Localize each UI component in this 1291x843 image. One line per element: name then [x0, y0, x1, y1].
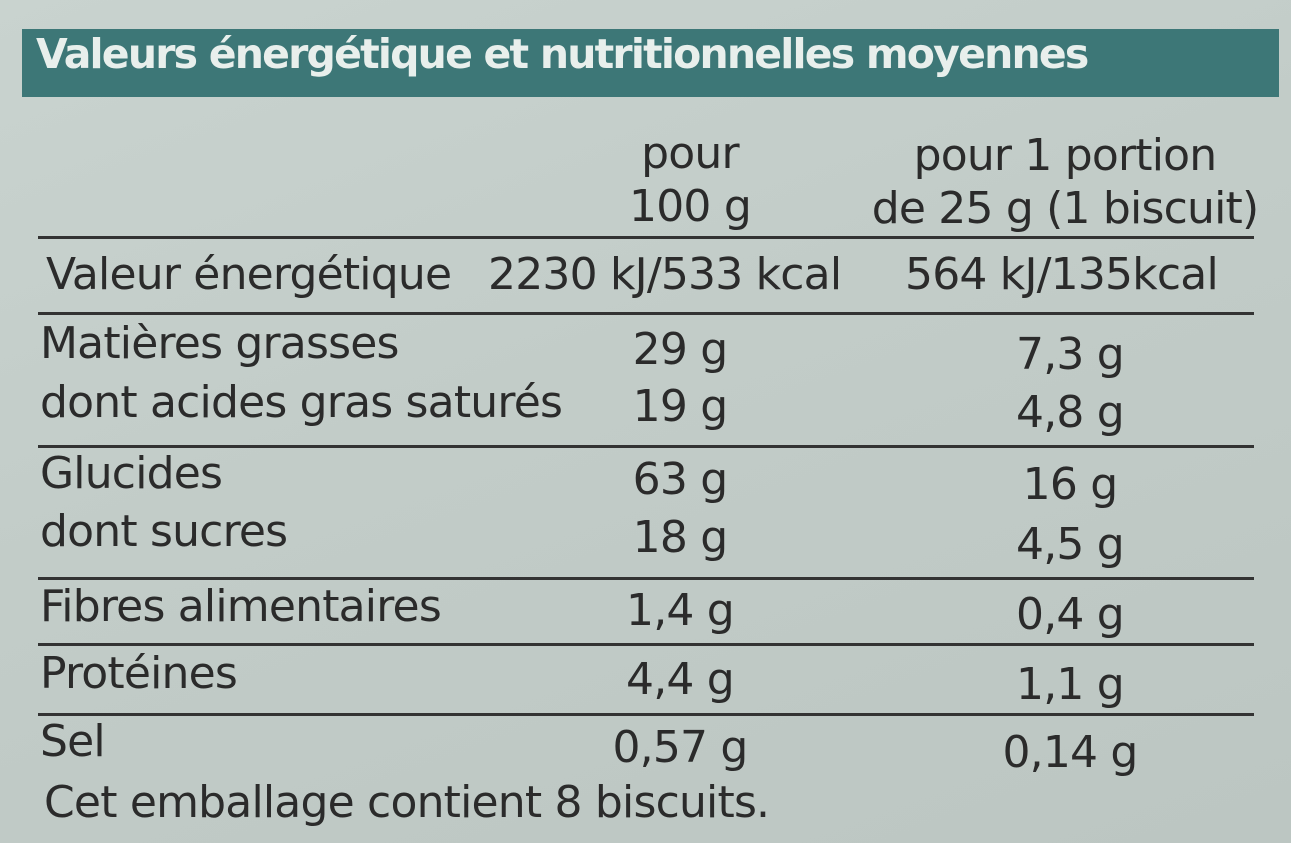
row-per100-protein: 4,4 g	[626, 654, 735, 705]
row-label-energy: Valeur énergétique	[46, 249, 452, 300]
row-per100-fat: 29 g	[632, 324, 729, 375]
row-per100-saturated: 19 g	[632, 381, 729, 432]
row-portion-sugars: 4,5 g	[1016, 519, 1125, 570]
row-label-saturated: dont acides gras saturés	[40, 377, 563, 428]
row-portion-fibre: 0,4 g	[1016, 589, 1125, 640]
divider	[38, 236, 1254, 239]
row-per100-carbs: 63 g	[632, 454, 729, 505]
row-label-fibre: Fibres alimentaires	[40, 581, 442, 632]
header-per-portion-line1: pour 1 portion	[913, 130, 1218, 181]
row-portion-protein: 1,1 g	[1016, 659, 1125, 710]
row-portion-energy: 564 kJ/135kcal	[905, 249, 1219, 300]
row-label-salt: Sel	[40, 716, 106, 767]
divider	[38, 713, 1254, 716]
divider	[38, 445, 1254, 448]
row-portion-carbs: 16 g	[1022, 459, 1119, 510]
divider	[38, 577, 1254, 580]
row-per100-salt: 0,57 g	[612, 722, 748, 773]
row-per100-energy: 2230 kJ/533 kcal	[488, 249, 842, 300]
row-per100-fibre: 1,4 g	[626, 585, 735, 636]
header-per-portion-line2: de 25 g (1 biscuit)	[871, 182, 1259, 234]
package-note: Cet emballage contient 8 biscuits.	[44, 777, 770, 828]
table-title: Valeurs énergétique et nutritionnelles m…	[36, 30, 1089, 78]
divider	[38, 312, 1254, 315]
row-portion-saturated: 4,8 g	[1016, 387, 1125, 438]
row-label-carbs: Glucides	[40, 448, 223, 499]
header-per-100g-line1: pour	[641, 128, 739, 179]
row-label-protein: Protéines	[40, 648, 238, 699]
row-label-fat: Matières grasses	[40, 318, 399, 369]
title-banner	[22, 29, 1279, 97]
header-per-100g-line2: 100 g	[629, 180, 752, 232]
header-per-portion: pour 1 portion de 25 g (1 biscuit)	[860, 130, 1270, 236]
divider	[38, 643, 1254, 646]
row-per100-sugars: 18 g	[632, 512, 729, 563]
row-portion-fat: 7,3 g	[1016, 329, 1125, 380]
row-portion-salt: 0,14 g	[1002, 727, 1138, 778]
row-label-sugars: dont sucres	[40, 506, 288, 557]
header-per-100g: pour 100 g	[590, 128, 790, 234]
